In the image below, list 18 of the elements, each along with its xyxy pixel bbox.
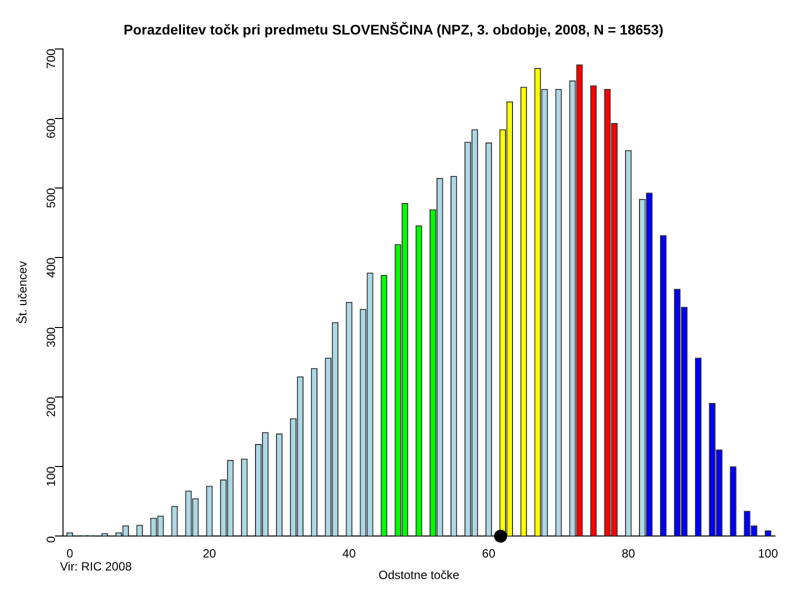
x-tick-label: 100	[758, 546, 778, 561]
y-tick-label: 200	[44, 396, 58, 417]
chart-title: Porazdelitev točk pri predmetu SLOVENŠČINA (NPZ, 3. obdobje, 2008, N = 18653)	[124, 21, 664, 38]
y-tick-label: 500	[44, 188, 58, 208]
y-tick-label: 100	[44, 466, 58, 487]
y-tick-label: 600	[44, 118, 58, 138]
y-axis-title: Št. učencev	[16, 261, 30, 324]
x-tick-label: 80	[622, 546, 636, 561]
text: Vir: RIC 2008	[60, 559, 132, 574]
x-tick-label: 40	[342, 546, 356, 561]
y-tick-label: 0	[44, 536, 58, 543]
x-tick-label: 60	[482, 546, 496, 561]
x-tick-label: 20	[202, 546, 216, 561]
x-axis-title: Odstotne točke	[378, 568, 460, 582]
y-tick-label: 400	[44, 257, 58, 278]
x-tick-label: 0	[66, 546, 74, 561]
y-tick-label: 700	[44, 48, 58, 69]
y-tick-label: 300	[44, 327, 58, 348]
